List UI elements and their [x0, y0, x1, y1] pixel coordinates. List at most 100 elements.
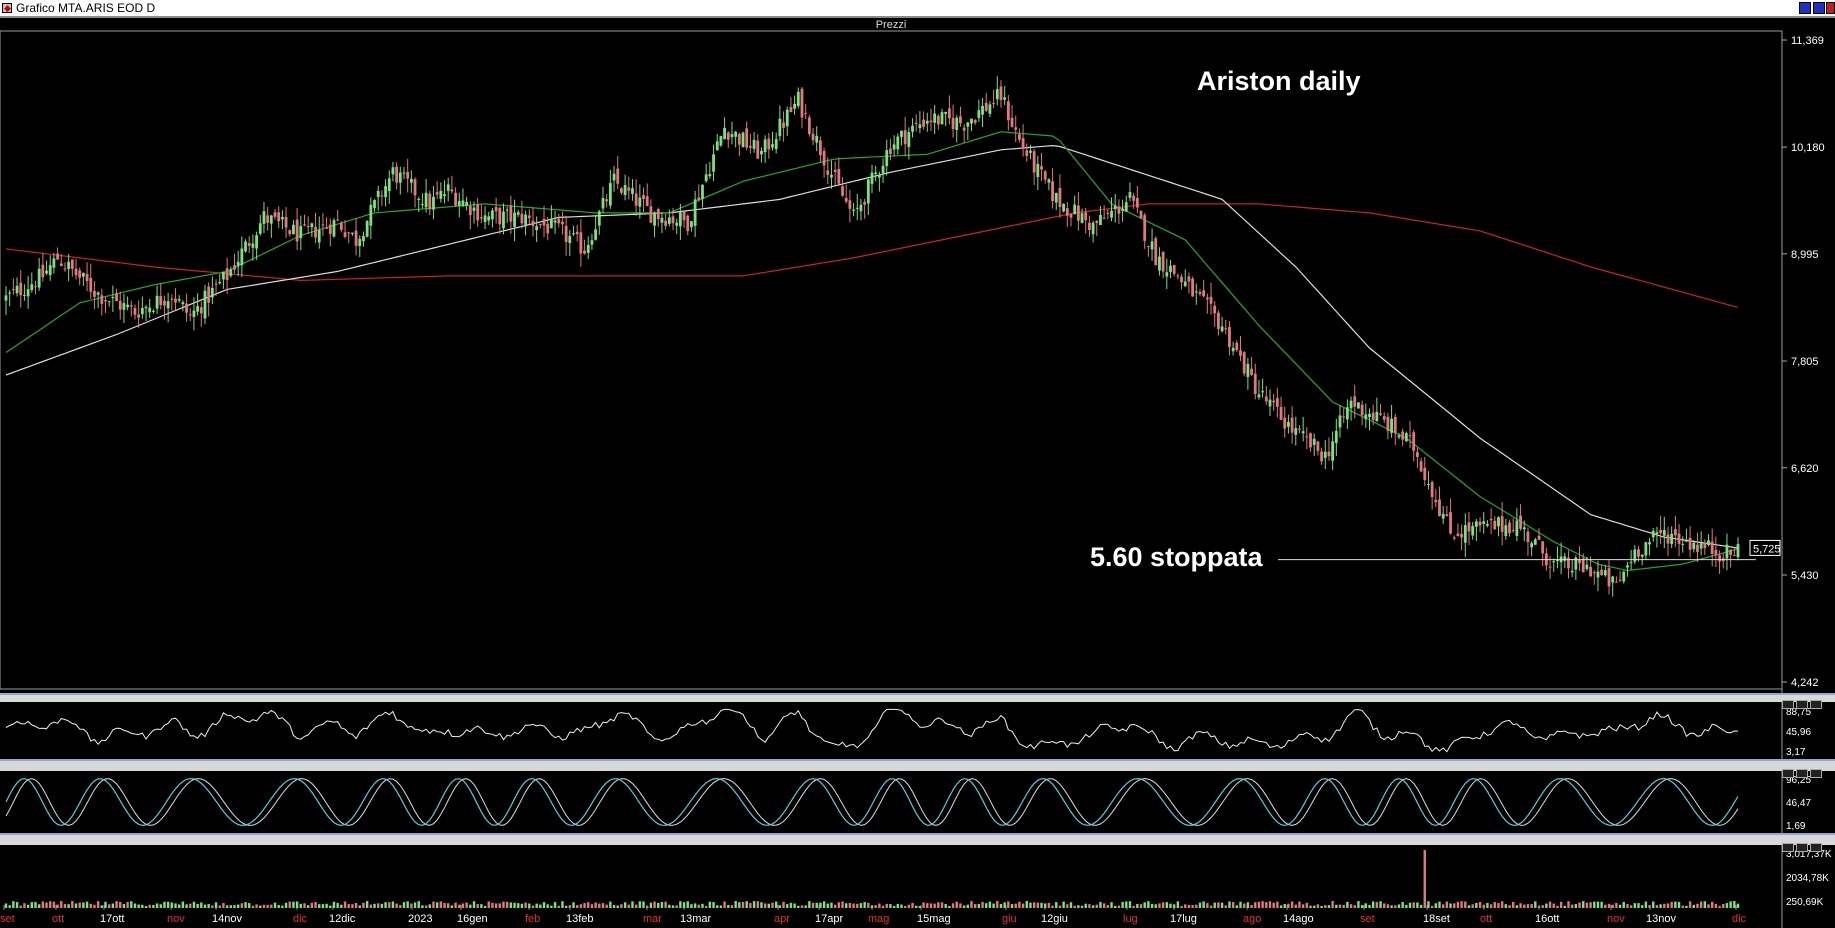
candle-body	[572, 233, 575, 235]
volume-bar	[1733, 901, 1736, 908]
volume-bar	[1283, 904, 1286, 908]
volume-bar	[1371, 901, 1375, 908]
ma-long-line	[5, 203, 1739, 308]
candle-body	[885, 150, 889, 167]
candle-body	[999, 86, 1003, 100]
volume-bar	[365, 901, 369, 908]
volume-bar	[701, 903, 704, 908]
candle-body	[1320, 451, 1323, 462]
candle-body	[199, 307, 203, 314]
candle-body	[1537, 535, 1541, 540]
panel-controls-rsi[interactable]	[1780, 696, 1822, 709]
candle-body	[531, 220, 535, 226]
volume-bar	[1301, 904, 1305, 908]
candle-body	[1375, 411, 1379, 422]
candle-body	[1183, 281, 1187, 287]
volume-bar	[358, 905, 361, 908]
candle-body	[1460, 533, 1464, 538]
x-tick-label: 2023	[408, 913, 432, 925]
candle-body	[638, 197, 642, 207]
volume-bar	[203, 904, 207, 908]
panel-controls-volume[interactable]	[1780, 839, 1822, 852]
volume-bar	[1346, 901, 1349, 908]
volume-bar	[1066, 904, 1069, 908]
candle-body	[907, 132, 911, 148]
candle-body	[1515, 520, 1519, 536]
volume-bar	[465, 902, 468, 908]
candle-body	[988, 104, 992, 114]
volume-bar	[67, 904, 70, 908]
volume-bar	[878, 903, 881, 908]
volume-bar	[1114, 905, 1117, 908]
volume-bar	[211, 905, 214, 908]
volume-bar	[679, 901, 682, 908]
candle-body	[468, 205, 472, 216]
x-tick-label: giu	[1002, 913, 1017, 925]
candle-body	[351, 232, 354, 234]
price-axis: 11,369 10,180 8,995 7,805 6,620 5,430 4,242 5,7…	[1749, 35, 1825, 689]
candle-body	[1169, 265, 1172, 272]
candle-body	[505, 209, 509, 211]
volume-bar	[892, 905, 896, 908]
candle-body	[962, 127, 966, 131]
candle-body	[373, 200, 376, 209]
volume-bar	[988, 901, 992, 908]
volume-bar	[461, 903, 465, 908]
candle-body	[1287, 421, 1290, 427]
maximize-button[interactable]	[1813, 2, 1825, 14]
volume-bar	[708, 901, 712, 908]
candle-body	[1718, 555, 1721, 562]
volume-bar	[837, 902, 841, 908]
candle-body	[918, 124, 922, 129]
volume-bar	[520, 903, 524, 908]
candle-body	[1382, 416, 1386, 420]
candle-body	[1681, 543, 1685, 545]
x-tick-label: 14nov	[212, 913, 242, 925]
candle-body	[159, 296, 163, 305]
candle-body	[93, 290, 96, 297]
candle-body	[1508, 522, 1511, 534]
volume-bar	[310, 902, 314, 908]
volume-bar	[255, 904, 258, 908]
candle-body	[1165, 272, 1169, 277]
minimize-button[interactable]	[1799, 2, 1811, 14]
volume-bar	[1172, 904, 1176, 908]
volume-bar	[999, 904, 1003, 908]
volume-bar	[1198, 902, 1202, 908]
candle-body	[1117, 206, 1121, 214]
window-titlebar: ◆ Grafico MTA.ARIS EOD D	[0, 0, 1835, 18]
app-icon[interactable]: ◆	[2, 3, 12, 13]
volume-bar	[1324, 905, 1327, 908]
panel-controls-stoch[interactable]	[1780, 765, 1822, 778]
candle-body	[712, 154, 715, 172]
volume-bar	[1335, 904, 1338, 908]
candle-body	[1519, 515, 1522, 529]
candle-body	[1239, 350, 1242, 356]
candle-body	[1172, 265, 1176, 274]
candle-body	[1651, 530, 1655, 538]
candle-body	[516, 212, 520, 215]
volume-bar	[458, 904, 461, 908]
candle-body	[185, 303, 188, 313]
volume-bar	[1545, 903, 1548, 908]
volume-bar	[362, 902, 365, 908]
candle-body	[1088, 222, 1091, 231]
candle-body	[1685, 540, 1688, 542]
candle-body	[804, 112, 808, 114]
x-tick-label: mag	[868, 913, 889, 925]
candle-body	[52, 258, 56, 268]
candle-body	[1279, 406, 1283, 420]
candle-body	[1187, 276, 1191, 282]
volume-bar	[1397, 904, 1401, 908]
volume-bar	[1069, 902, 1073, 908]
volume-bar	[421, 905, 424, 908]
candle-body	[1327, 451, 1331, 457]
candle-body	[1301, 431, 1305, 434]
candle-body	[981, 105, 984, 115]
candle-body	[1541, 541, 1545, 554]
volume-bar	[1202, 901, 1205, 908]
candle-body	[1688, 537, 1692, 550]
volume-bar	[1058, 905, 1062, 908]
candle-body	[620, 188, 623, 193]
